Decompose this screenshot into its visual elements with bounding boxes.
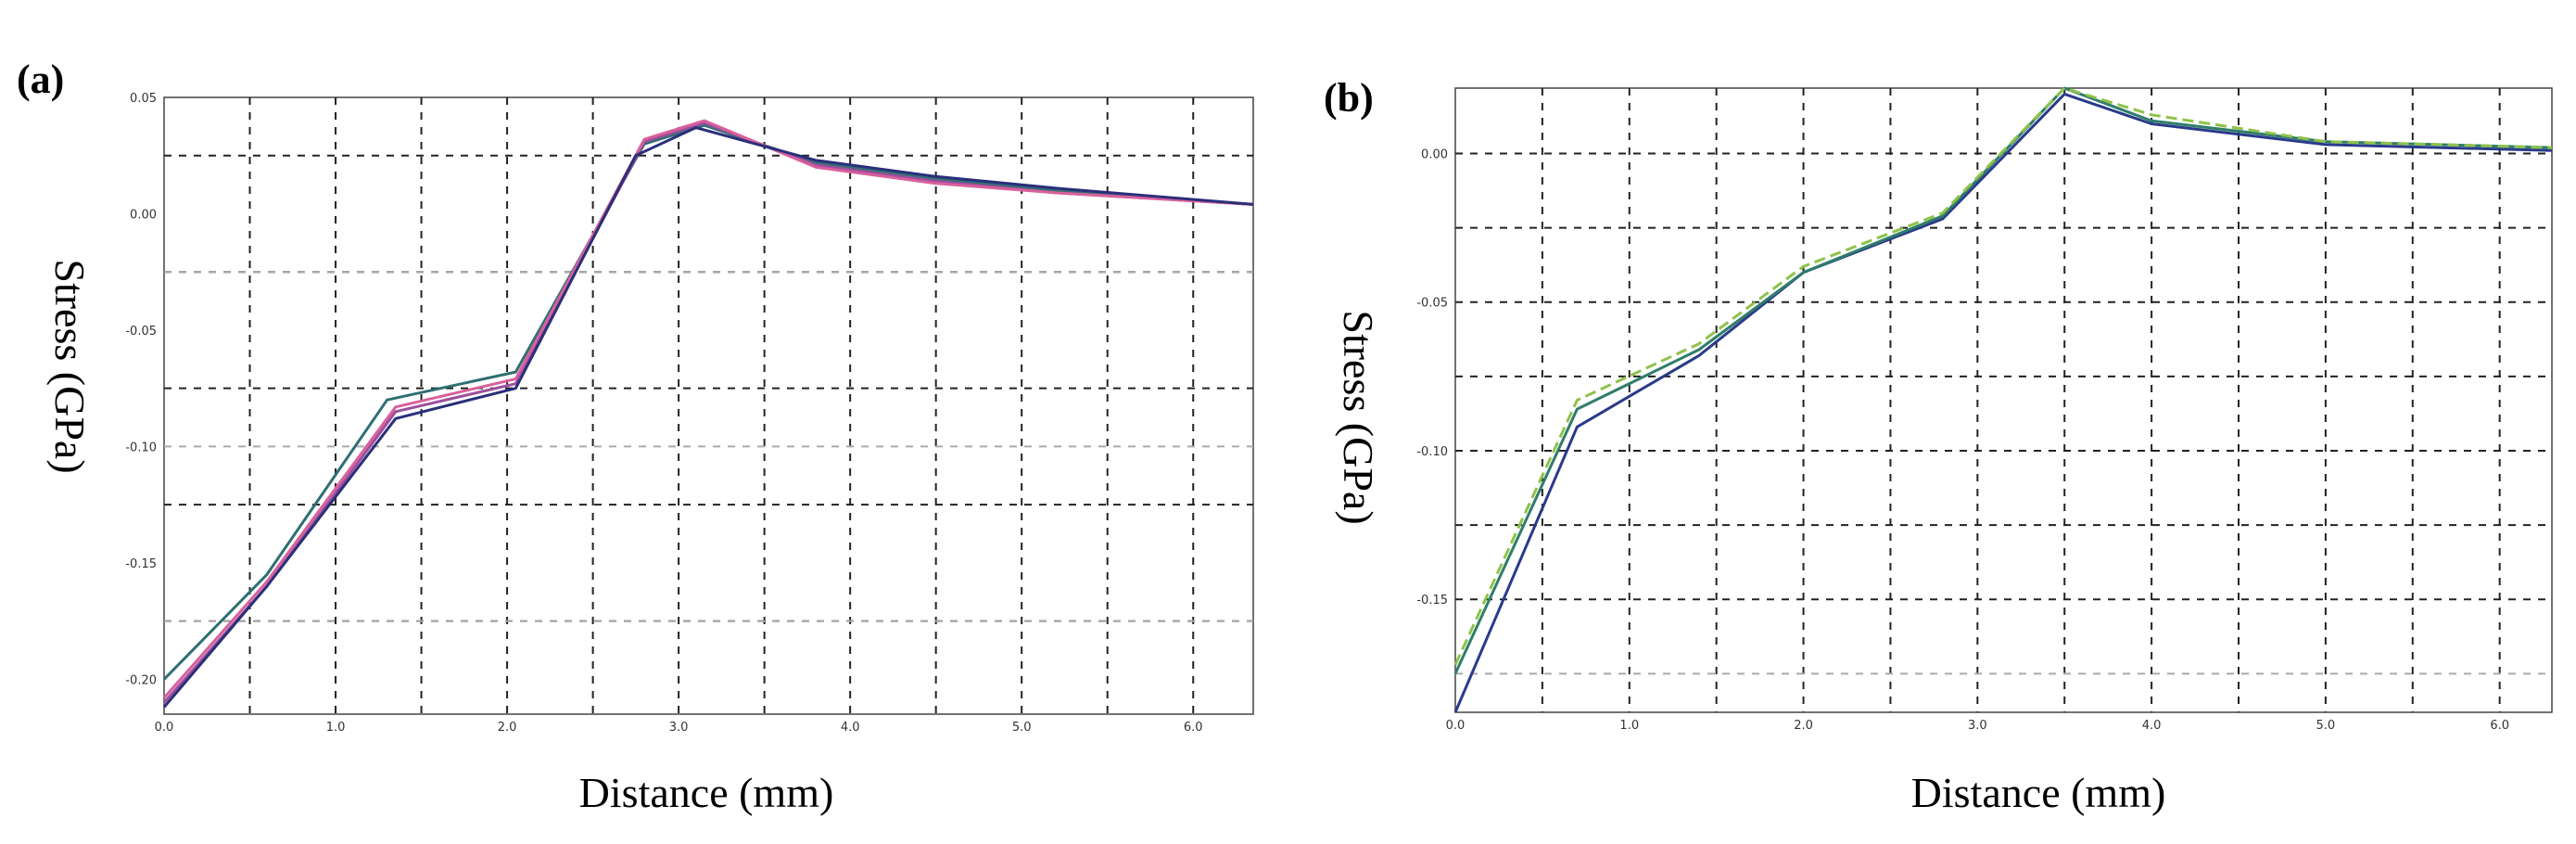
panel-b-series-navy: [1453, 92, 2553, 713]
panel-a-series: [162, 119, 1254, 709]
panel-a-ytick-label: -0.10: [125, 441, 157, 454]
panel-a: (a) Stress (GPa) Distance (mm) 0.0 1.0 2.0…: [17, 57, 1254, 816]
panel-a-xlabel: Distance (mm): [579, 769, 834, 816]
panel-a-label: (a): [17, 57, 64, 102]
panel-a-ytick-label: -0.20: [125, 673, 157, 687]
panel-b-ytick-label: -0.15: [1416, 594, 1448, 607]
panel-b-series-green-dashed: [1453, 86, 2553, 666]
panel-b-xtick-label: 5.0: [2316, 719, 2336, 733]
panel-a-series-pink: [162, 119, 1254, 699]
panel-b-ytick-label: 0.00: [1421, 148, 1448, 162]
panel-b-xtick-label: 2.0: [1794, 719, 1813, 733]
panel-b-ylabel: Stress (GPa): [1335, 310, 1382, 524]
panel-a-yticks: 0.05 0.00 -0.05 -0.10 -0.15 -0.20: [125, 92, 157, 687]
panel-b-yticks: 0.00 -0.05 -0.10 -0.15: [1416, 148, 1448, 608]
panel-a-xtick-label: 5.0: [1012, 721, 1032, 735]
panel-a-ytick-label: 0.05: [130, 92, 157, 106]
panel-b-xticks: 0.0 1.0 2.0 3.0 4.0 5.0 6.0: [1446, 719, 2509, 733]
panel-a-series-navy: [162, 126, 1254, 709]
panel-b-xtick-label: 3.0: [1968, 719, 1987, 733]
panel-a-xtick-label: 6.0: [1184, 721, 1203, 735]
panel-a-ytick-label: 0.00: [130, 208, 157, 222]
panel-a-series-teal: [162, 123, 1254, 681]
panel-b-grid: [1455, 88, 2552, 712]
panel-a-xticks: 0.0 1.0 2.0 3.0 4.0 5.0 6.0: [155, 721, 1203, 735]
panel-b: (b) Stress (GPa) Distance (mm) 0.0 1.0 2.0…: [1324, 75, 2553, 816]
panel-b-plot-area: [1454, 87, 2553, 713]
panel-a-xtick-label: 2.0: [498, 721, 517, 735]
panel-b-series-teal: [1453, 86, 2553, 674]
panel-b-xtick-label: 1.0: [1619, 719, 1639, 733]
panel-b-xlabel: Distance (mm): [1911, 769, 2166, 816]
panel-b-label: (b): [1324, 75, 1374, 121]
panel-a-grid: [164, 97, 1253, 714]
panel-a-xtick-label: 3.0: [669, 721, 689, 735]
panel-b-ytick-label: -0.05: [1416, 297, 1448, 311]
panel-a-ytick-label: -0.15: [125, 557, 157, 571]
panel-a-xtick-label: 1.0: [326, 721, 346, 735]
panel-a-xtick-label: 4.0: [841, 721, 860, 735]
panel-a-xtick-label: 0.0: [155, 721, 174, 735]
panel-a-plot-area: [163, 96, 1254, 715]
panel-b-xtick-label: 0.0: [1446, 719, 1466, 733]
panel-b-series: [1453, 86, 2553, 713]
panel-a-ylabel: Stress (GPa): [46, 259, 94, 473]
panel-b-xtick-label: 6.0: [2490, 719, 2509, 733]
panel-b-ytick-label: -0.10: [1416, 445, 1448, 459]
panel-a-ytick-label: -0.05: [125, 325, 157, 339]
panel-b-xtick-label: 4.0: [2142, 719, 2162, 733]
